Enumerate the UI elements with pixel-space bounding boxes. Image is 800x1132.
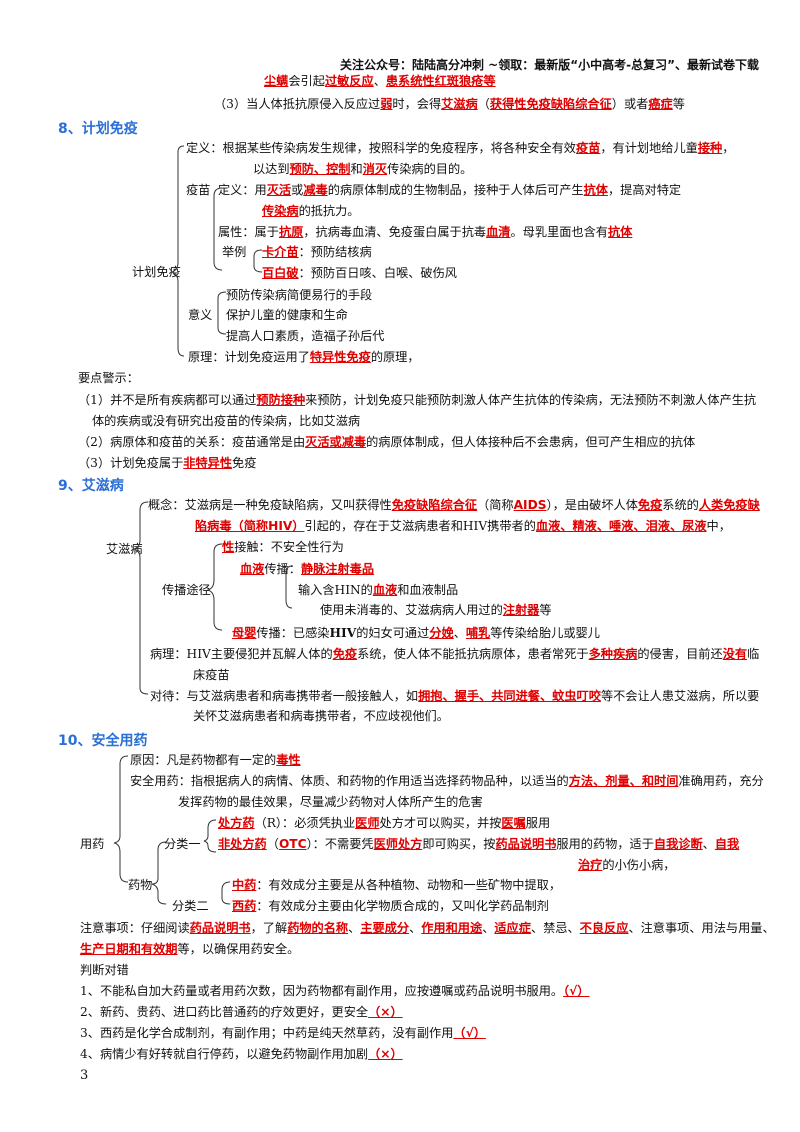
s10-class-1-label: 分类一 — [164, 837, 201, 851]
s10-otc-cont: 治疗的小伤小病， — [578, 858, 676, 872]
s9-concept-cont: 陷病毒（简称HIV）引起的，存在于艾滋病患者和HIV携带者的血液、精液、唾液、泪… — [195, 519, 731, 533]
page-header: 关注公众号：陆陆高分冲刺 ~领取：最新版“小中高考-总复习”、最新试卷下载 — [340, 58, 759, 72]
page-number: 3 — [80, 1068, 89, 1083]
s8-meaning-3: 提高人口素质，造福子孙后代 — [226, 329, 385, 343]
s10-safe-use-cont: 发挥药物的最佳效果，尽量减少药物对人体所产生的危害 — [178, 795, 483, 809]
s9-root-label: 艾滋病 — [106, 542, 143, 556]
s10-prescription: 处方药（R）：必须凭执业医师处方才可以购买，并按医嘱服用 — [218, 816, 551, 830]
s8-meaning-1: 预防传染病简便易行的手段 — [226, 288, 373, 302]
s9-treatment-cont: 关怀艾滋病患者和病毒携带者，不应歧视他们。 — [193, 709, 449, 723]
s10-class-2-label: 分类二 — [172, 899, 209, 913]
s10-judge-title: 判断对错 — [80, 963, 129, 977]
s8-warning-3: （3）计划免疫属于非特异性免疫 — [78, 456, 257, 470]
s8-example-bcg: 卡介苗：预防结核病 — [262, 245, 372, 259]
s9-pathology: 病理：HIV主要侵犯并瓦解人体的免疫系统，使人体不能抵抗病原体，患者常死于多种疾… — [150, 647, 760, 661]
s9-pathology-cont: 床疫苗 — [193, 668, 230, 682]
s10-notes-cont: 生产日期和有效期等，以确保用药安全。 — [80, 942, 300, 956]
section-title-8: 8、计划免疫 — [58, 121, 138, 137]
section-title-9: 9、艾滋病 — [58, 478, 124, 494]
s10-western-medicine: 西药：有效成分主要由化学物质合成的，又叫化学药品制剂 — [232, 899, 549, 913]
judge-item-2: 2、新药、贵药、进口药比普通药的疗效更好，更安全（×） — [80, 1005, 403, 1019]
s8-vaccine-definition-cont: 传染病的抵抗力。 — [262, 204, 360, 218]
s9-route-mother-infant: 母婴传播：已感染HIV的妇女可通过分娩、哺乳等传染给胎儿或婴儿 — [232, 626, 600, 640]
s9-route-sexual: 性接触：不安全性行为 — [222, 540, 344, 554]
s8-warning-title: 要点警示： — [78, 371, 139, 385]
judge-item-3: 3、西药是化学合成制剂，有副作用；中药是纯天然草药，没有副作用（√） — [80, 1026, 486, 1040]
s10-otc: 非处方药（OTC）：不需要凭医师处方即可购买，按药品说明书服用的药物，适于自我诊… — [218, 837, 740, 851]
s8-example-dpt: 百白破：预防百日咳、白喉、破伤风 — [262, 266, 457, 280]
s8-meaning-label: 意义 — [188, 308, 213, 322]
s8-definition-cont: 以达到预防、控制和消灭传染病的目的。 — [253, 162, 473, 176]
s8-principle: 原理：计划免疫运用了特异性免疫的原理， — [188, 350, 420, 364]
s9-route-syringe: 使用未消毒的、艾滋病病人用过的注射器等 — [320, 603, 552, 617]
s10-drug-label: 药物 — [128, 878, 153, 892]
s8-root-label: 计划免疫 — [132, 265, 181, 279]
s8-warning-1-cont: 体的疾病或没有研究出疫苗的传染病，比如艾滋病 — [92, 414, 361, 428]
s9-concept: 概念：艾滋病是一种免疫缺陷病，又叫获得性免疫缺陷综合征（简称AIDS），是由破坏… — [148, 498, 760, 512]
judge-item-4: 4、病情少有好转就自行停药，以避免药物副作用加剧（×） — [80, 1047, 403, 1061]
s10-chinese-medicine: 中药：有效成分主要是从各种植物、动物和一些矿物中提取， — [232, 878, 562, 892]
judge-item-1: 1、不能私自加大药量或者用药次数，因为药物都有副作用，应按遵嘱或药品说明书服用。… — [80, 984, 590, 998]
s8-vaccine-label: 疫苗 — [186, 183, 211, 197]
s10-root-label: 用药 — [80, 837, 105, 851]
s8-warning-2: （2）病原体和疫苗的关系：疫苗通常是由灭活或减毒的病原体制成，但人体接种后不会患… — [78, 435, 696, 449]
s8-vaccine-definition: 定义：用灭活或减毒的病原体制成的生物制品，接种于人体后可产生抗体，提高对特定 — [218, 183, 682, 197]
line-weak-immunity: （3）当人体抵抗原侵入反应过弱时，会得艾滋病（获得性免疫缺陷综合征）或者癌症等 — [214, 97, 685, 111]
s9-treatment: 对待：与艾滋病患者和病毒携带者一般接触人，如拥抱、握手、共同进餐、蚊虫叮咬等不会… — [150, 689, 760, 703]
s10-notes: 注意事项：仔细阅读药品说明书，了解药物的名称、主要成分、作用和用途、适应症、禁忌… — [80, 921, 775, 935]
s8-meaning-2: 保护儿童的健康和生命 — [226, 308, 348, 322]
line-allergy: 尘螨会引起过敏反应、患系统性红斑狼疮等 — [264, 74, 496, 88]
s8-example-label: 举例 — [222, 245, 247, 259]
s10-safe-use: 安全用药：指根据病人的病情、体质、和药物的作用适当选择药物品种，以适当的方法、剂… — [130, 774, 764, 788]
s9-route-transfusion: 输入含HIN的血液和血液制品 — [298, 583, 459, 597]
s8-definition: 定义：根据某些传染病发生规律，按照科学的免疫程序，将各种安全有效疫苗，有计划地给… — [186, 141, 735, 155]
section-title-10: 10、安全用药 — [58, 733, 148, 749]
s10-reason: 原因：凡是药物都有一定的毒性 — [130, 753, 301, 767]
s8-vaccine-attribute: 属性：属于抗原，抗病毒血清、免疫蛋白属于抗毒血清。母乳里面也含有抗体 — [218, 225, 633, 239]
s9-route-blood: 血液传播：静脉注射毒品 — [240, 562, 375, 576]
s9-route-label: 传播途径 — [162, 583, 211, 597]
s8-warning-1: （1）并不是所有疾病都可以通过预防接种来预防，计划免疫只能预防刺激人体产生抗体的… — [78, 393, 757, 407]
